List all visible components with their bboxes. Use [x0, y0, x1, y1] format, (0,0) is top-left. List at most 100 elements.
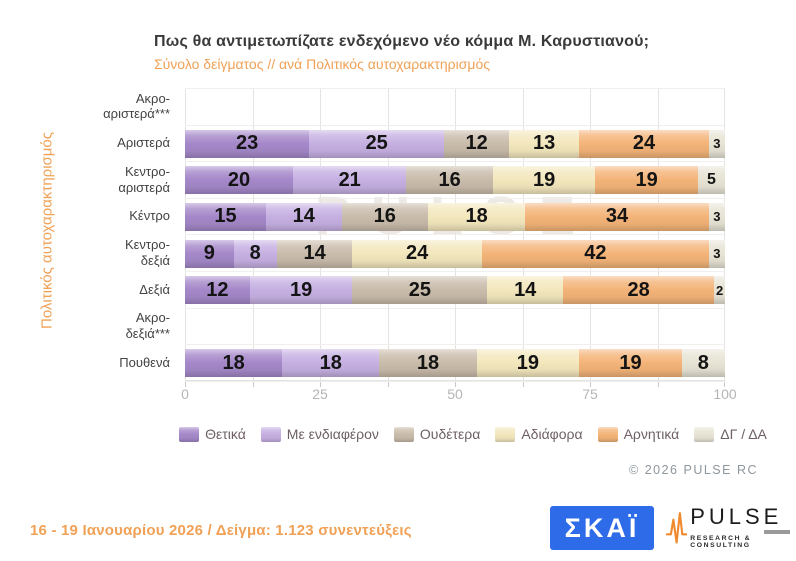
bar-segment: 3 [708, 239, 725, 268]
category-label-5: Δεξιά [139, 281, 170, 297]
legend-label: Αρνητικά [623, 426, 680, 442]
x-tick-label-0: 0 [181, 386, 189, 402]
stacked-bar-1: 23 25 12 13 24 3 [185, 129, 725, 158]
x-tick-label-75: 75 [582, 386, 598, 402]
chart-row-7: 18 18 18 19 19 8 [185, 345, 725, 382]
stacked-bar-4: 9 8 14 24 42 3 [185, 239, 725, 268]
x-axis: 0 25 50 75 100 [181, 382, 737, 404]
x-tick-mark [387, 382, 389, 387]
legend-item-5: ΔΓ / ΔΑ [694, 426, 767, 442]
bar-segment: 3 [708, 129, 725, 158]
bar-segment: 16 [341, 202, 428, 231]
pulse-logo-subtitle: RESEARCH & CONSULTING [690, 534, 752, 549]
category-label-2: Κεντρο-αριστερά [118, 163, 170, 195]
category-label-7: Πουθενά [119, 354, 170, 370]
bar-segment: 19 [579, 349, 682, 378]
x-tick-label-25: 25 [312, 386, 328, 402]
legend-item-3: Αδιάφορα [495, 426, 583, 442]
bar-segment: 18 [185, 349, 283, 378]
category-label-1: Αριστερά [117, 135, 170, 151]
plot-area: PULSE RESEARCH & CONSULTING 232512132432… [185, 88, 725, 382]
legend-item-1: Με ενδιαφέρον [260, 426, 379, 442]
stacked-bar-7: 18 18 18 19 19 8 [185, 349, 725, 378]
skai-logo: ΣΚΑΪ [550, 506, 654, 550]
bar-segment: 24 [579, 129, 709, 158]
bar-segment: 18 [282, 349, 380, 378]
x-tick-mark [522, 382, 524, 387]
legend-swatch-icon [694, 426, 715, 442]
legend-label: ΔΓ / ΔΑ [720, 426, 767, 442]
x-tick-label-50: 50 [447, 386, 463, 402]
legend-swatch-icon [393, 426, 414, 442]
legend-item-0: Θετικά [179, 426, 246, 442]
legend-label: Ουδέτερα [419, 426, 481, 442]
bar-segment: 5 [697, 166, 725, 195]
bar-segment: 18 [379, 349, 477, 378]
chart-row-3: 15 14 16 18 34 3 [185, 199, 725, 236]
bar-segment: 28 [562, 276, 715, 305]
bar-segment: 13 [508, 129, 580, 158]
bar-segment: 34 [525, 202, 709, 231]
bar-segment: 25 [309, 129, 445, 158]
pulse-logo-strip [764, 529, 790, 534]
bar-segment: 19 [492, 166, 596, 195]
pulse-logo-wordmark: PULSE [690, 503, 783, 529]
skai-logo-text: ΣΚΑΪ [564, 512, 640, 543]
category-label-3: Κέντρο [129, 208, 170, 224]
chart-title: Πως θα αντιμετωπίζατε ενδεχόμενο νέο κόμ… [154, 33, 650, 50]
x-tick-mark [455, 382, 456, 387]
bar-segment: 9 [185, 239, 234, 268]
x-tick-mark [657, 382, 659, 387]
fieldwork-note: 16 - 19 Ιανουαρίου 2026 / Δείγμα: 1.123 … [30, 522, 412, 539]
bar-segment: 16 [406, 166, 493, 195]
legend-swatch-icon [597, 426, 618, 442]
category-label-0: Ακρο-αριστερά*** [103, 90, 170, 122]
bar-segment: 2 [714, 276, 725, 305]
legend-swatch-icon [179, 426, 200, 442]
legend-swatch-icon [495, 426, 516, 442]
bar-segment: 3 [708, 202, 725, 231]
bar-segment: 20 [185, 166, 293, 195]
x-tick-mark [185, 382, 186, 387]
chart-row-0 [185, 89, 725, 126]
category-label-4: Κεντρο-δεξιά [124, 237, 170, 268]
pulse-logo-textblock: PULSE RESEARCH & CONSULTING [690, 503, 792, 549]
x-tick-mark [724, 382, 725, 387]
stacked-bar-3: 15 14 16 18 34 3 [185, 202, 725, 231]
chart-row-6 [185, 309, 725, 346]
bar-segment: 12 [444, 129, 509, 158]
pulse-logo: PULSE RESEARCH & CONSULTING [666, 500, 792, 554]
chart-legend: Θετικά Με ενδιαφέρον Ουδέτερα Αδιάφορα Αρνητ… [150, 426, 796, 442]
chart-row-5: 12 19 25 14 28 2 [185, 272, 725, 309]
bar-segment: 14 [266, 202, 342, 231]
chart-row-2: 20 21 16 19 19 5 [185, 162, 725, 199]
legend-swatch-icon [260, 426, 281, 442]
bar-segment: 14 [487, 276, 563, 305]
legend-label: Με ενδιαφέρον [286, 426, 379, 442]
bar-segment: 19 [476, 349, 580, 378]
bar-segment: 18 [427, 202, 526, 231]
bar-segment: 24 [352, 239, 482, 268]
bar-segment: 42 [481, 239, 709, 268]
chart-row-4: 9 8 14 24 42 3 [185, 236, 725, 273]
stacked-bar-5: 12 19 25 14 28 2 [185, 276, 725, 305]
bar-segment: 12 [185, 276, 250, 305]
bar-segment: 19 [595, 166, 698, 195]
bar-segment: 25 [352, 276, 488, 305]
x-tick-mark [590, 382, 591, 387]
bar-segment: 21 [293, 166, 407, 195]
bar-segment: 8 [233, 239, 277, 268]
x-tick-mark [252, 382, 254, 387]
copyright-note: © 2026 PULSE RC [629, 463, 758, 477]
x-tick-mark [320, 382, 321, 387]
bar-segment: 14 [276, 239, 353, 268]
category-label-6: Ακρο-δεξιά*** [125, 310, 170, 342]
chart-row-1: 23 25 12 13 24 3 [185, 126, 725, 163]
stacked-bar-2: 20 21 16 19 19 5 [185, 166, 725, 195]
bar-segment: 8 [681, 349, 725, 378]
bar-segment: 23 [185, 129, 310, 158]
x-tick-label-100: 100 [713, 386, 737, 402]
legend-item-4: Αρνητικά [597, 426, 680, 442]
legend-item-2: Ουδέτερα [393, 426, 481, 442]
bar-segment: 19 [249, 276, 353, 305]
